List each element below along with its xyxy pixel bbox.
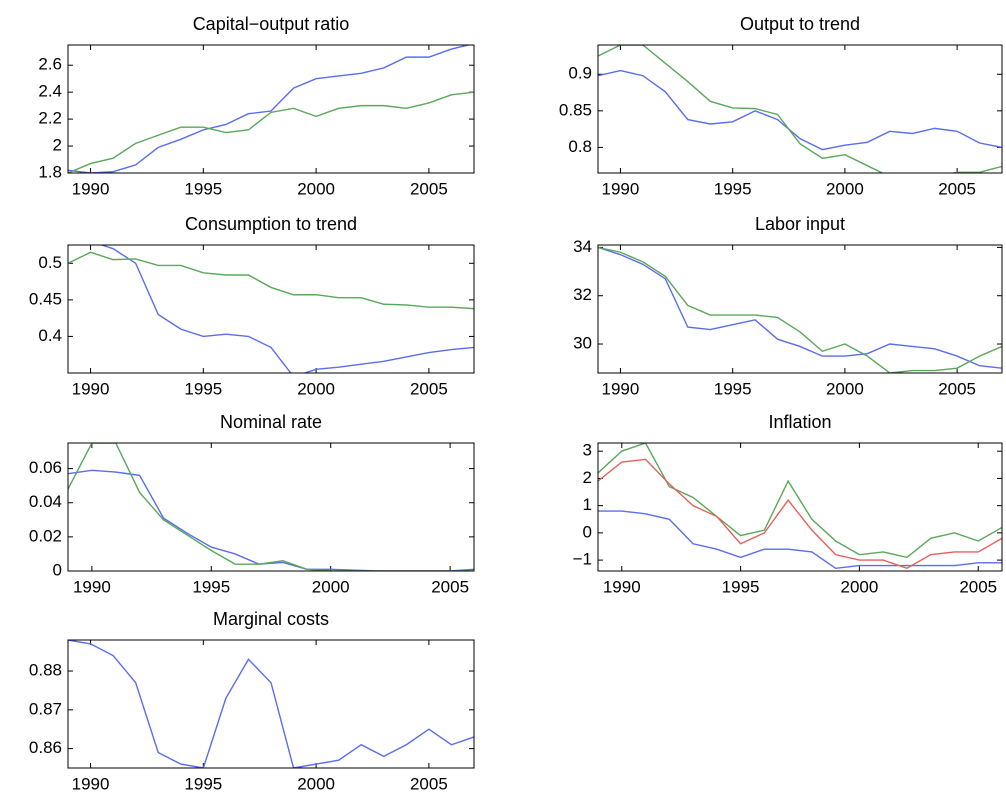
plot-frame <box>597 442 1003 572</box>
series-line <box>598 443 1002 559</box>
y-tick-label: 3 <box>583 441 592 460</box>
series-line <box>68 91 474 173</box>
y-tick-label: 2.4 <box>38 82 62 101</box>
x-tick-label: 2000 <box>826 179 864 198</box>
y-tick-label: 2 <box>53 136 62 155</box>
series-line <box>598 69 1002 151</box>
x-tick-label: 1990 <box>72 379 110 398</box>
series-line <box>68 45 472 173</box>
x-tick-label: 2000 <box>297 179 335 198</box>
x-tick-label: 2000 <box>297 379 335 398</box>
x-tick-label: 1995 <box>184 379 222 398</box>
x-tick-label: 1995 <box>192 577 230 596</box>
x-tick-label: 1990 <box>72 179 110 198</box>
y-tick-label: 0 <box>53 560 62 579</box>
x-tick-label: 2005 <box>938 179 976 198</box>
y-tick-label: 0.88 <box>29 661 62 680</box>
panel: Output to trend 0.8 0.85 0.9 1990 1995 2000 200… <box>559 14 1003 198</box>
x-tick-label: 2005 <box>938 379 976 398</box>
x-tick-label: 2000 <box>826 379 864 398</box>
plot-frame <box>597 44 1003 174</box>
panel: Nominal rate 0 0.02 0.04 0.06 1990 1995 2000 200… <box>29 412 475 596</box>
plot-frame <box>67 639 475 769</box>
series-line <box>68 469 474 571</box>
panel: Inflation −1 0 1 2 3 1990 1995 2000 2005 <box>573 412 1003 596</box>
y-tick-label: 1.8 <box>38 162 62 181</box>
y-tick-label: 2 <box>583 468 592 487</box>
panel: Capital−output ratio 1.8 2 2.2 2.4 2.6 1990 199… <box>38 14 475 198</box>
x-tick-label: 1995 <box>722 577 760 596</box>
series-line <box>68 640 474 768</box>
panel-title: Marginal costs <box>213 609 329 629</box>
plot-frame <box>67 442 475 572</box>
x-tick-label: 1990 <box>603 577 641 596</box>
y-tick-label: 1 <box>583 495 592 514</box>
panel-title: Nominal rate <box>220 412 322 432</box>
y-tick-label: 30 <box>573 334 592 353</box>
panel-title: Output to trend <box>740 14 860 34</box>
x-tick-label: 1995 <box>184 179 222 198</box>
y-tick-label: 34 <box>573 237 592 256</box>
y-tick-label: 0.8 <box>568 137 592 156</box>
y-tick-label: 0.5 <box>38 253 62 272</box>
y-tick-label: 0.06 <box>29 458 62 477</box>
x-tick-label: 2005 <box>410 379 448 398</box>
y-tick-label: 0.02 <box>29 526 62 545</box>
panel: Labor input 30 32 34 1990 1995 2000 2005 <box>573 214 1003 398</box>
series-line <box>68 443 474 571</box>
y-tick-label: 32 <box>573 285 592 304</box>
y-tick-label: 0.9 <box>568 64 592 83</box>
plot-frame <box>597 244 1003 374</box>
x-tick-label: 1995 <box>714 379 752 398</box>
y-tick-label: 2.2 <box>38 109 62 128</box>
series-line <box>68 245 474 373</box>
x-tick-label: 1990 <box>602 179 640 198</box>
y-tick-label: −1 <box>573 550 592 569</box>
x-tick-label: 2005 <box>959 577 997 596</box>
plot-frame <box>67 244 475 374</box>
y-tick-label: 0 <box>583 522 592 541</box>
y-tick-label: 0.87 <box>29 699 62 718</box>
series-line <box>598 510 1002 570</box>
x-tick-label: 1990 <box>73 577 111 596</box>
x-tick-label: 2005 <box>410 774 448 793</box>
y-tick-label: 0.04 <box>29 492 62 511</box>
panel-title: Consumption to trend <box>185 214 357 234</box>
y-tick-label: 2.6 <box>38 55 62 74</box>
panel: Marginal costs 0.86 0.87 0.88 1990 1995 2000 20… <box>29 609 475 793</box>
y-tick-label: 0.4 <box>38 326 62 345</box>
x-tick-label: 1995 <box>184 774 222 793</box>
series-line <box>598 246 1002 373</box>
y-tick-label: 0.85 <box>559 100 592 119</box>
series-line <box>598 45 1002 173</box>
panel-title: Labor input <box>755 214 845 234</box>
x-tick-label: 1990 <box>602 379 640 398</box>
x-tick-label: 2005 <box>431 577 469 596</box>
x-tick-label: 2000 <box>312 577 350 596</box>
y-tick-label: 0.86 <box>29 738 62 757</box>
panel-title: Capital−output ratio <box>193 14 350 34</box>
x-tick-label: 1995 <box>714 179 752 198</box>
x-tick-label: 1990 <box>72 774 110 793</box>
y-tick-label: 0.45 <box>29 289 62 308</box>
x-tick-label: 2000 <box>297 774 335 793</box>
series-line <box>598 458 1002 570</box>
x-tick-label: 2000 <box>840 577 878 596</box>
series-line <box>598 246 1002 369</box>
series-line <box>68 251 474 310</box>
panel-title: Inflation <box>768 412 831 432</box>
panel: Consumption to trend 0.4 0.45 0.5 1990 1995 20… <box>29 214 475 398</box>
plot-frame <box>67 44 475 174</box>
x-tick-label: 2005 <box>410 179 448 198</box>
